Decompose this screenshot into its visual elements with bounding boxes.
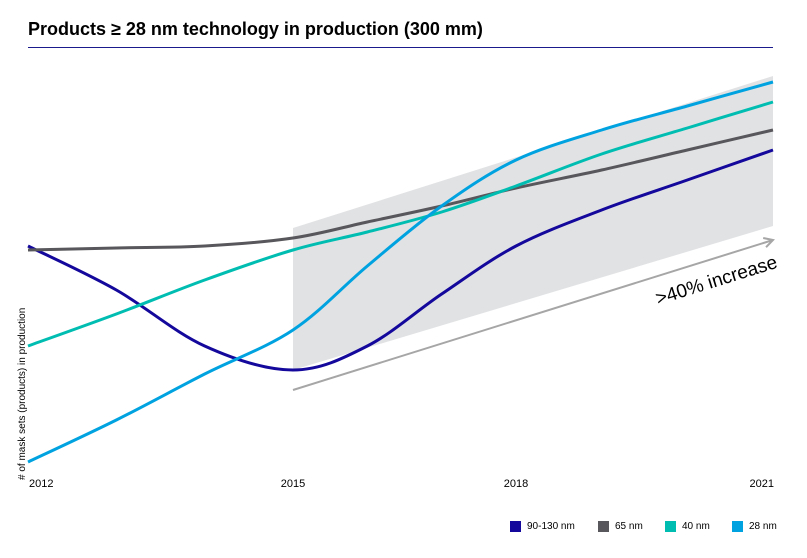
y-axis-label: # of mask sets (products) in production <box>17 307 28 480</box>
legend-item: 90-130 nm <box>510 521 575 532</box>
legend-swatch <box>665 521 676 532</box>
annotation-label: >40% increase <box>653 252 780 310</box>
arrow-head-icon <box>762 237 775 248</box>
growth-band <box>293 76 773 370</box>
series-line-65-nm <box>27 128 774 252</box>
legend-label: 28 nm <box>749 521 777 532</box>
legend-item: 40 nm <box>665 521 710 532</box>
legend-label: 90-130 nm <box>527 521 575 532</box>
x-tick-label: 2021 <box>750 478 774 490</box>
legend-swatch <box>598 521 609 532</box>
increase-arrow <box>292 239 774 391</box>
legend-item: 28 nm <box>732 521 777 532</box>
series-line-40-nm <box>27 100 774 348</box>
x-tick-label: 2018 <box>504 478 528 490</box>
chart-title: Products ≥ 28 nm technology in productio… <box>28 19 483 39</box>
legend-label: 65 nm <box>615 521 643 532</box>
title-divider <box>28 47 773 48</box>
x-tick-label: 2015 <box>281 478 305 490</box>
x-tick-label: 2012 <box>29 478 53 490</box>
legend-item: 65 nm <box>598 521 643 532</box>
legend-label: 40 nm <box>682 521 710 532</box>
series-line-28-nm <box>27 80 774 464</box>
series-line-90-130-nm <box>27 148 774 372</box>
legend-swatch <box>510 521 521 532</box>
legend-swatch <box>732 521 743 532</box>
